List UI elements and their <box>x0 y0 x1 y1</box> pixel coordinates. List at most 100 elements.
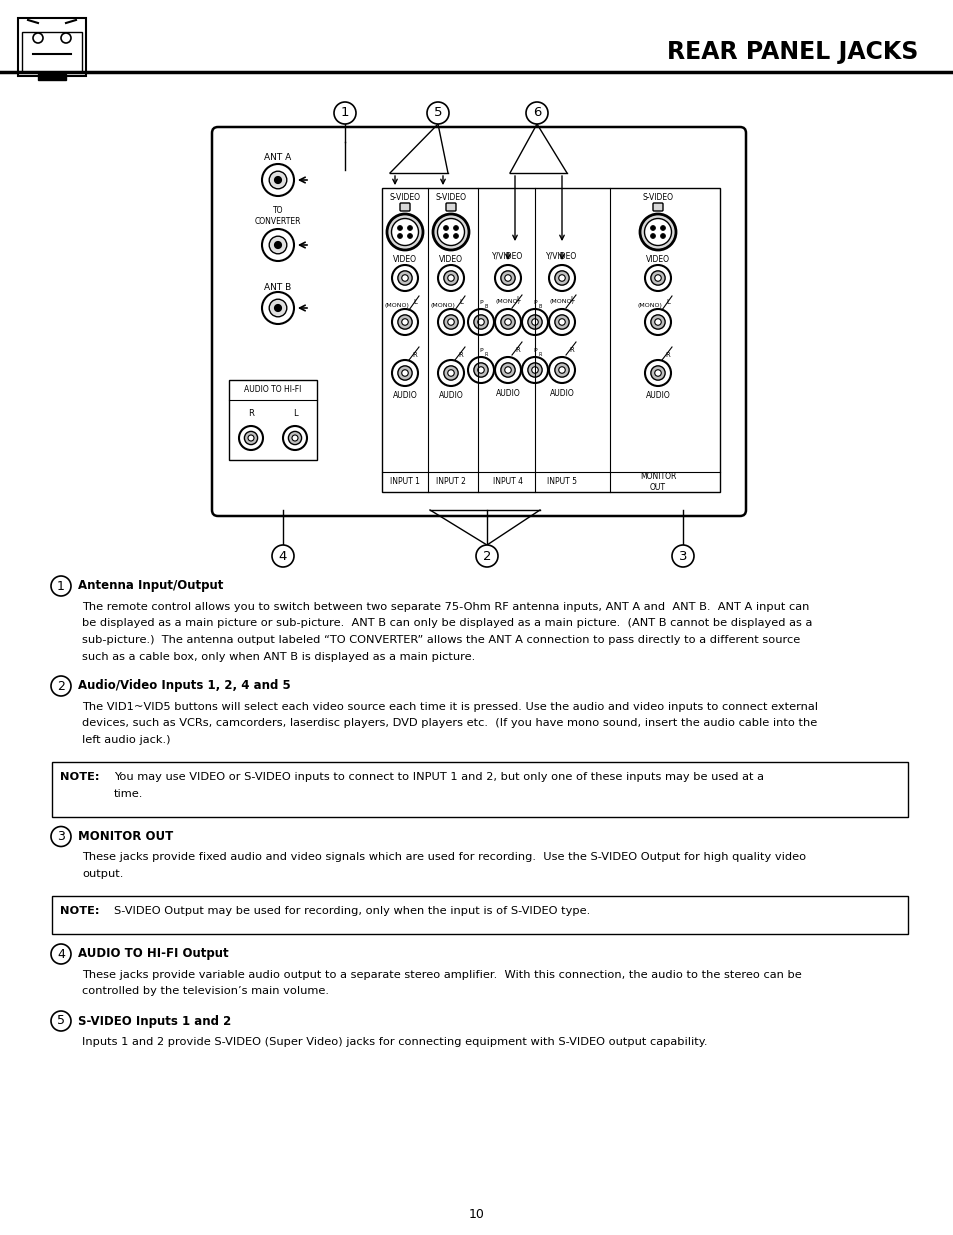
Polygon shape <box>447 204 455 210</box>
Circle shape <box>262 291 294 324</box>
Text: 3: 3 <box>57 830 65 844</box>
Circle shape <box>500 270 515 285</box>
Circle shape <box>248 435 253 441</box>
Circle shape <box>239 426 263 450</box>
Text: left audio jack.): left audio jack.) <box>82 735 171 745</box>
Text: Y/VIDEO: Y/VIDEO <box>546 252 577 261</box>
FancyBboxPatch shape <box>446 203 456 211</box>
Text: 4: 4 <box>57 947 65 961</box>
Circle shape <box>500 363 515 377</box>
Text: TO
CONVERTER: TO CONVERTER <box>254 206 301 226</box>
Circle shape <box>555 315 569 330</box>
Text: output.: output. <box>82 869 123 879</box>
Text: INPUT 4: INPUT 4 <box>493 478 522 487</box>
Text: NOTE:: NOTE: <box>60 906 99 916</box>
Text: L: L <box>665 299 669 305</box>
Text: AUDIO: AUDIO <box>645 390 670 399</box>
Circle shape <box>495 357 520 383</box>
Circle shape <box>401 274 408 282</box>
Text: S-VIDEO Inputs 1 and 2: S-VIDEO Inputs 1 and 2 <box>78 1014 231 1028</box>
Circle shape <box>525 103 547 124</box>
Circle shape <box>401 369 408 377</box>
Circle shape <box>437 219 464 246</box>
Circle shape <box>288 431 301 445</box>
Text: AUDIO TO HI-FI: AUDIO TO HI-FI <box>244 385 301 394</box>
Text: S-VIDEO: S-VIDEO <box>435 193 466 201</box>
Circle shape <box>671 545 693 567</box>
Text: The VID1~VID5 buttons will select each video source each time it is pressed. Use: The VID1~VID5 buttons will select each v… <box>82 701 817 713</box>
Circle shape <box>548 357 575 383</box>
Circle shape <box>443 226 448 231</box>
Circle shape <box>527 363 541 377</box>
Circle shape <box>477 319 484 325</box>
Circle shape <box>504 274 511 282</box>
Circle shape <box>650 226 655 231</box>
Circle shape <box>474 363 488 377</box>
Text: MONITOR OUT: MONITOR OUT <box>78 830 173 844</box>
Text: INPUT 1: INPUT 1 <box>390 478 419 487</box>
Text: S-VIDEO: S-VIDEO <box>641 193 673 201</box>
Circle shape <box>555 270 569 285</box>
Circle shape <box>447 369 454 377</box>
Text: 3: 3 <box>678 550 686 562</box>
FancyBboxPatch shape <box>18 19 86 77</box>
Text: P: P <box>478 347 482 352</box>
Text: (MONO): (MONO) <box>430 303 455 308</box>
Circle shape <box>644 266 670 291</box>
Text: R: R <box>484 352 487 357</box>
Text: INPUT 5: INPUT 5 <box>546 478 577 487</box>
Text: MONITOR
OUT: MONITOR OUT <box>639 472 676 492</box>
Circle shape <box>474 315 488 330</box>
Circle shape <box>51 676 71 697</box>
Circle shape <box>407 226 412 231</box>
Circle shape <box>644 309 670 335</box>
Text: INPUT 2: INPUT 2 <box>436 478 465 487</box>
Text: (MONO): (MONO) <box>495 300 520 305</box>
Circle shape <box>397 315 412 330</box>
Text: R: R <box>413 352 416 358</box>
Circle shape <box>495 266 520 291</box>
Circle shape <box>476 545 497 567</box>
Circle shape <box>33 33 43 43</box>
FancyBboxPatch shape <box>229 380 316 459</box>
Circle shape <box>650 233 655 238</box>
Text: 4: 4 <box>278 550 287 562</box>
Text: AUDIO: AUDIO <box>438 390 463 399</box>
Circle shape <box>274 242 281 248</box>
Circle shape <box>453 226 458 231</box>
Circle shape <box>555 363 569 377</box>
Circle shape <box>453 233 458 238</box>
Circle shape <box>443 315 457 330</box>
FancyBboxPatch shape <box>38 74 66 80</box>
Text: ANT B: ANT B <box>264 284 292 293</box>
Text: controlled by the television’s main volume.: controlled by the television’s main volu… <box>82 987 329 997</box>
Circle shape <box>650 270 664 285</box>
Text: 1: 1 <box>57 579 65 593</box>
Text: 5: 5 <box>57 1014 65 1028</box>
Text: such as a cable box, only when ANT B is displayed as a main picture.: such as a cable box, only when ANT B is … <box>82 652 475 662</box>
Text: P: P <box>533 347 537 352</box>
Circle shape <box>447 274 454 282</box>
Circle shape <box>292 435 297 441</box>
Text: R: R <box>515 347 519 353</box>
Circle shape <box>244 431 257 445</box>
Circle shape <box>437 309 463 335</box>
Text: L: L <box>458 299 462 305</box>
Circle shape <box>283 426 307 450</box>
Text: 1: 1 <box>340 106 349 120</box>
Text: NOTE:: NOTE: <box>60 773 99 783</box>
Text: L: L <box>516 296 519 303</box>
Circle shape <box>521 357 547 383</box>
Text: AUDIO: AUDIO <box>393 390 416 399</box>
Text: R: R <box>569 347 574 353</box>
Circle shape <box>51 944 71 965</box>
Circle shape <box>51 826 71 846</box>
Circle shape <box>558 274 565 282</box>
Circle shape <box>262 228 294 261</box>
Text: R: R <box>665 352 670 358</box>
Text: L: L <box>293 409 297 417</box>
FancyBboxPatch shape <box>22 32 82 72</box>
Text: You may use VIDEO or S-VIDEO inputs to connect to INPUT 1 and 2, but only one of: You may use VIDEO or S-VIDEO inputs to c… <box>113 773 763 783</box>
Circle shape <box>654 274 660 282</box>
Circle shape <box>272 545 294 567</box>
